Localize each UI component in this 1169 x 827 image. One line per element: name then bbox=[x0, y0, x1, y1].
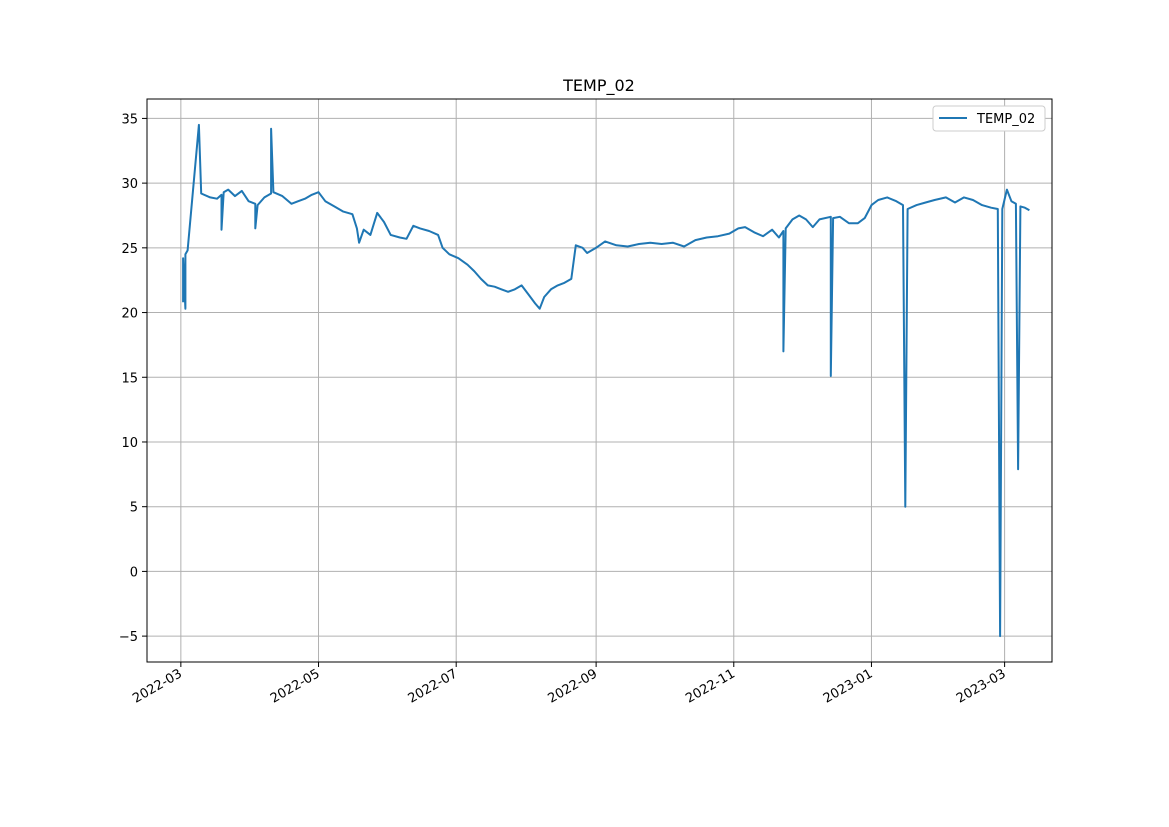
y-tick-label: 30 bbox=[121, 177, 138, 192]
legend-box bbox=[932, 105, 1046, 132]
y-axis: 35 30 25 20 15 10 5 0 −5 bbox=[119, 112, 147, 645]
y-tick-label: 5 bbox=[130, 501, 138, 516]
y-tick-label: 10 bbox=[121, 436, 138, 451]
y-tick-label: 20 bbox=[121, 307, 138, 322]
series-line-temp-02 bbox=[182, 123, 1030, 638]
y-tick-label: 15 bbox=[121, 371, 138, 386]
grid bbox=[147, 99, 1052, 662]
plot-frame bbox=[146, 98, 1053, 663]
legend: TEMP_02 bbox=[932, 105, 1046, 132]
y-tick-label: 35 bbox=[121, 112, 138, 127]
legend-label: TEMP_02 bbox=[976, 112, 1035, 127]
series-layer bbox=[182, 123, 1030, 638]
y-tick-label: −5 bbox=[119, 630, 138, 645]
y-tick-label: 0 bbox=[130, 565, 138, 580]
y-tick-label: 25 bbox=[121, 242, 138, 257]
chart-title: TEMP_02 bbox=[562, 76, 635, 96]
